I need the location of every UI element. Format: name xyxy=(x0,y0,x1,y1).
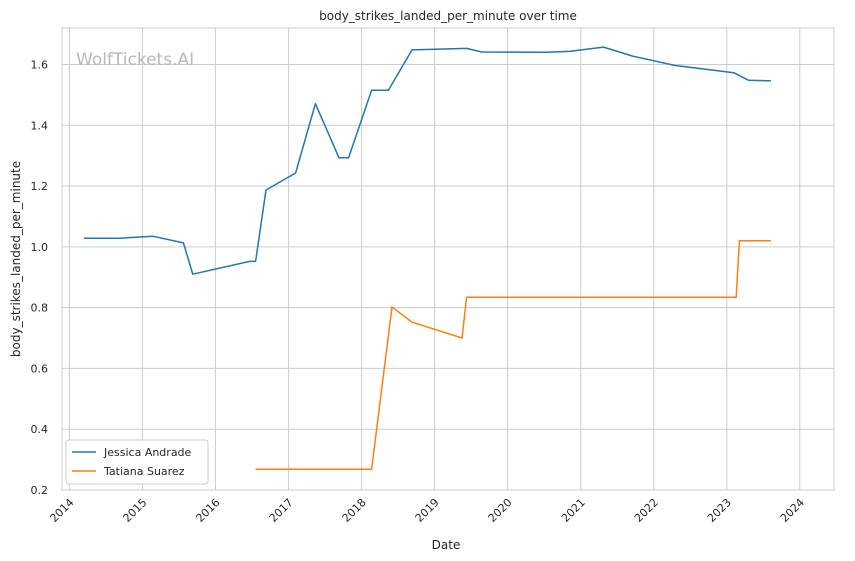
y-tick-label: 1.6 xyxy=(31,58,49,71)
chart-title: body_strikes_landed_per_minute over time xyxy=(319,9,577,23)
plot-area-frame xyxy=(61,27,835,491)
y-tick-label: 0.4 xyxy=(31,423,49,436)
y-tick-label: 1.0 xyxy=(31,241,49,254)
x-axis-title: Date xyxy=(432,538,461,552)
y-tick-label: 0.6 xyxy=(31,362,49,375)
y-tick-label: 1.2 xyxy=(31,180,49,193)
y-tick-label: 1.4 xyxy=(31,119,49,132)
series-line-tatiana-suarez xyxy=(255,240,771,471)
y-axis-title: body_strikes_landed_per_minute xyxy=(9,161,23,357)
series-line-jessica-andrade xyxy=(84,46,772,275)
legend-box xyxy=(65,439,209,485)
y-tick-labels: 0.2 0.4 0.6 0.8 1.0 1.2 1.4 1.6 xyxy=(31,58,49,497)
y-tick-label: 0.2 xyxy=(31,484,49,497)
series-layer xyxy=(84,46,772,471)
grid xyxy=(62,28,834,491)
legend-label-tatiana-suarez: Tatiana Suarez xyxy=(103,465,185,478)
watermark: WolfTickets.AI xyxy=(76,50,194,70)
legend: Jessica Andrade Tatiana Suarez xyxy=(65,439,209,485)
legend-label-jessica-andrade: Jessica Andrade xyxy=(103,446,192,459)
y-tick-label: 0.8 xyxy=(31,302,49,315)
